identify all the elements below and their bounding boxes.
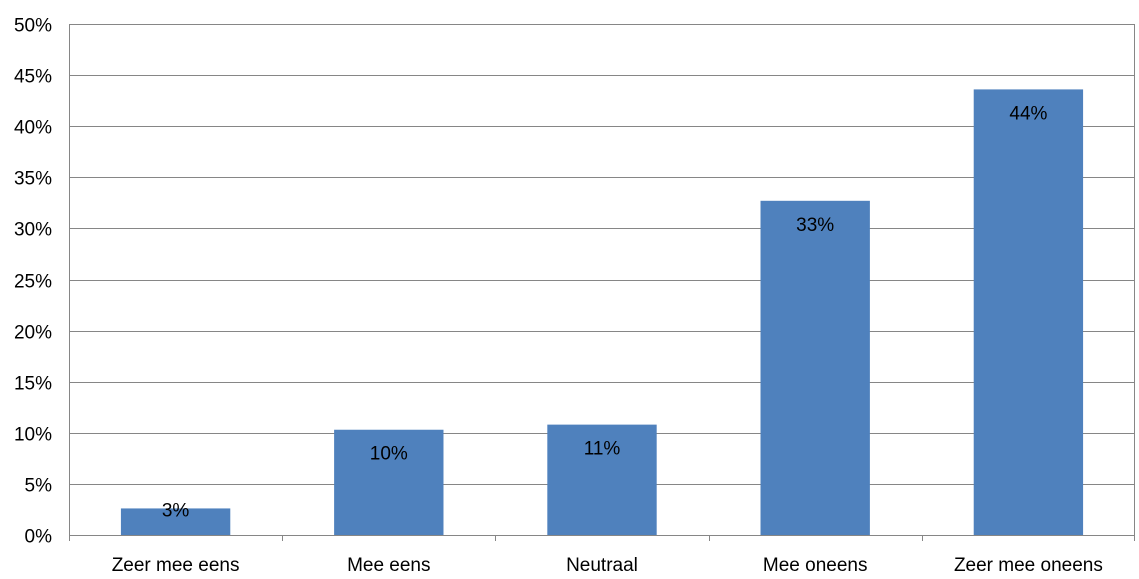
y-tick-label: 10% [14, 425, 52, 446]
bar [120, 508, 231, 535]
data-label: 10% [370, 444, 408, 465]
bar [760, 200, 870, 535]
data-label: 11% [584, 439, 621, 460]
bar [547, 424, 657, 535]
y-tick-label: 25% [14, 272, 52, 293]
x-category-label: Mee eens [347, 555, 430, 576]
bar [973, 89, 1084, 536]
data-label: 3% [162, 500, 190, 521]
bars [120, 89, 1084, 536]
bar [334, 429, 444, 535]
y-tick-label: 30% [14, 220, 52, 241]
y-tick-label: 40% [14, 118, 52, 139]
y-axis-tick-labels: 0% 5% 10% 15% 20% 25% 30% 35% 40% 45% 50% [14, 16, 52, 548]
y-tick-label: 50% [14, 16, 52, 37]
y-tick-label: 0% [25, 527, 53, 548]
x-axis-category-labels: Zeer mee eens Mee eens Neutraal Mee oneens Z… [112, 555, 1103, 576]
y-tick-label: 15% [14, 374, 52, 395]
y-tick-label: 20% [14, 323, 52, 344]
x-category-label: Zeer mee eens [112, 555, 240, 576]
x-category-label: Neutraal [566, 555, 638, 576]
x-category-label: Mee oneens [763, 555, 868, 576]
y-tick-label: 35% [14, 169, 52, 190]
data-labels: 3% 10% 11% 33% 44% [162, 103, 1048, 521]
x-category-label: Zeer mee oneens [954, 555, 1103, 576]
data-label: 33% [796, 215, 834, 236]
y-tick-label: 45% [14, 67, 52, 88]
y-tick-label: 5% [25, 476, 53, 497]
gridlines [69, 24, 1135, 541]
data-label: 44% [1009, 103, 1047, 124]
